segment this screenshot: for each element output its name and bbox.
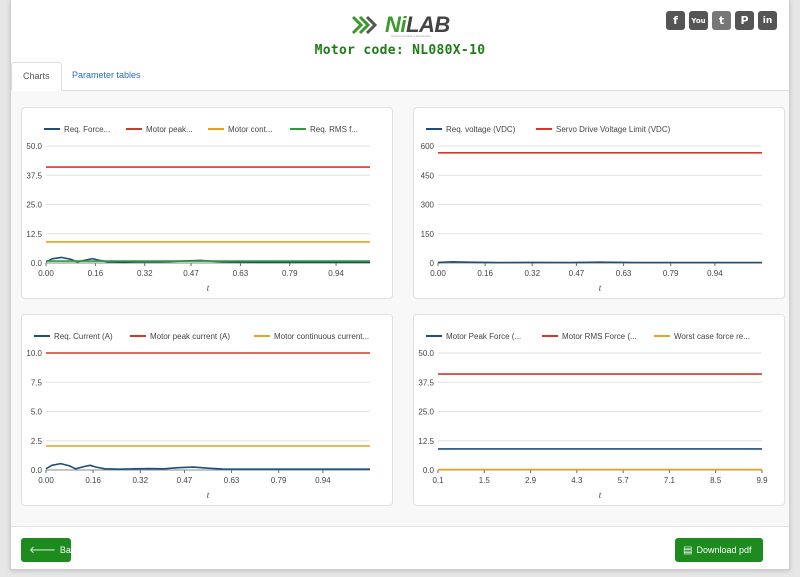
x-tick-label: 0.00 — [38, 269, 54, 278]
tab-charts[interactable]: Charts — [11, 62, 62, 91]
legend-label: Worst case force re... — [674, 332, 750, 341]
download-pdf-button[interactable]: ▤ Download pdf — [675, 538, 763, 562]
tab-bar: Charts Parameter tables — [11, 62, 789, 91]
x-tick-label: 1.5 — [479, 476, 491, 485]
current-chart: Req. Current (A) Motor peak current (A) Mo… — [26, 332, 370, 500]
chart-card-current: Req. Current (A) Motor peak current (A) Mo… — [21, 314, 393, 506]
x-tick-label: 0.63 — [224, 476, 240, 485]
voltage-chart: Req. voltage (VDC) Servo Drive Voltage Li… — [421, 125, 762, 293]
facebook-icon[interactable]: f — [666, 11, 685, 30]
motor-code-title: Motor code: NL080X-10 — [314, 43, 486, 58]
y-tick-label: 10.0 — [26, 349, 42, 358]
y-tick-label: 0 — [430, 259, 435, 268]
chart-card-motor-force: Motor Peak Force (... Motor RMS Force (..… — [413, 314, 785, 506]
app-frame: NiLAB Novel Innovative Laboratories Moto… — [10, 0, 790, 570]
x-tick-label: 0.16 — [88, 269, 104, 278]
x-tick-label: 4.3 — [571, 476, 583, 485]
x-axis-label: t — [207, 283, 210, 293]
youtube-icon[interactable]: You — [689, 11, 708, 30]
back-button-label: Back — [59, 545, 80, 555]
brand-name: NiLAB — [385, 12, 450, 37]
social-links: f You t P in — [666, 11, 777, 30]
legend-label: Req. Force... — [64, 125, 110, 134]
y-tick-label: 37.5 — [418, 378, 434, 387]
y-tick-label: 0.0 — [423, 466, 435, 475]
twitter-icon[interactable]: t — [712, 11, 731, 30]
x-tick-label: 0.94 — [315, 476, 331, 485]
x-tick-label: 0.32 — [524, 269, 540, 278]
x-tick-label: 0.32 — [132, 476, 148, 485]
chart-card-voltage: Req. voltage (VDC) Servo Drive Voltage Li… — [413, 107, 785, 299]
series-line — [45, 462, 370, 470]
x-tick-label: 0.16 — [85, 476, 101, 485]
nilab-logo-mark-icon — [351, 15, 378, 35]
x-tick-label: 0.1 — [432, 476, 444, 485]
back-button[interactable]: 🡐 Back — [21, 538, 80, 562]
y-tick-label: 0.0 — [31, 466, 43, 475]
x-tick-label: 0.79 — [282, 269, 298, 278]
x-tick-label: 0.94 — [707, 269, 723, 278]
x-tick-label: 0.47 — [177, 476, 193, 485]
x-tick-label: 0.47 — [183, 269, 199, 278]
linkedin-icon[interactable]: in — [758, 11, 777, 30]
charts-panel: Req. Force... Motor peak... Motor cont... R… — [11, 91, 789, 527]
y-tick-label: 5.0 — [31, 408, 43, 417]
x-tick-label: 0.00 — [38, 476, 54, 485]
force-chart: Req. Force... Motor peak... Motor cont... R… — [26, 125, 370, 293]
legend-label: Motor peak... — [146, 125, 193, 134]
pinterest-icon[interactable]: P — [735, 11, 754, 30]
y-tick-label: 50.0 — [26, 142, 42, 151]
x-tick-label: 8.5 — [710, 476, 722, 485]
arrow-left-icon: 🡐 — [29, 545, 56, 556]
header: NiLAB Novel Innovative Laboratories Moto… — [11, 0, 789, 60]
y-tick-label: 0.0 — [31, 259, 43, 268]
x-axis-label: t — [599, 490, 602, 500]
y-tick-label: 12.5 — [26, 230, 42, 239]
legend-label: Req. Current (A) — [54, 332, 113, 341]
y-tick-label: 300 — [421, 201, 435, 210]
y-tick-label: 37.5 — [26, 171, 42, 180]
tab-parameter-tables[interactable]: Parameter tables — [72, 70, 141, 80]
legend-label: Servo Drive Voltage Limit (VDC) — [556, 125, 671, 134]
motor-force-chart: Motor Peak Force (... Motor RMS Force (..… — [418, 332, 768, 500]
x-axis-label: t — [599, 283, 602, 293]
y-tick-label: 12.5 — [418, 437, 434, 446]
x-tick-label: 0.32 — [137, 269, 153, 278]
legend-label: Motor RMS Force (... — [562, 332, 637, 341]
y-tick-label: 150 — [421, 230, 435, 239]
x-tick-label: 7.1 — [664, 476, 676, 485]
x-tick-label: 0.79 — [271, 476, 287, 485]
x-tick-label: 9.9 — [756, 476, 768, 485]
legend-label: Req. RMS f... — [310, 125, 358, 134]
footer: 🡐 Back ▤ Download pdf — [11, 527, 789, 570]
x-tick-label: 2.9 — [525, 476, 537, 485]
legend-label: Motor cont... — [228, 125, 272, 134]
x-axis-label: t — [207, 490, 210, 500]
x-tick-label: 0.47 — [569, 269, 585, 278]
nilab-logo[interactable]: NiLAB Novel Innovative Laboratories — [351, 12, 450, 38]
legend-label: Motor Peak Force (... — [446, 332, 521, 341]
legend-label: Req. voltage (VDC) — [446, 125, 516, 134]
x-tick-label: 0.79 — [663, 269, 679, 278]
legend-label: Motor peak current (A) — [150, 332, 230, 341]
y-tick-label: 7.5 — [31, 378, 43, 387]
x-tick-label: 0.94 — [328, 269, 344, 278]
y-tick-label: 50.0 — [418, 349, 434, 358]
x-tick-label: 0.00 — [430, 269, 446, 278]
x-tick-label: 5.7 — [618, 476, 630, 485]
series-line — [437, 261, 762, 264]
legend-label: Motor continuous current... — [274, 332, 369, 341]
download-button-label: Download pdf — [696, 545, 752, 555]
brand-tagline: Novel Innovative Laboratories — [391, 34, 431, 38]
y-tick-label: 25.0 — [418, 408, 434, 417]
x-tick-label: 0.63 — [233, 269, 249, 278]
pdf-file-icon: ▤ — [683, 544, 693, 556]
y-tick-label: 25.0 — [26, 201, 42, 210]
y-tick-label: 450 — [421, 171, 435, 180]
chart-card-force: Req. Force... Motor peak... Motor cont... R… — [21, 107, 393, 299]
x-tick-label: 0.63 — [616, 269, 632, 278]
x-tick-label: 0.16 — [477, 269, 493, 278]
y-tick-label: 2.5 — [31, 437, 43, 446]
y-tick-label: 600 — [421, 142, 435, 151]
